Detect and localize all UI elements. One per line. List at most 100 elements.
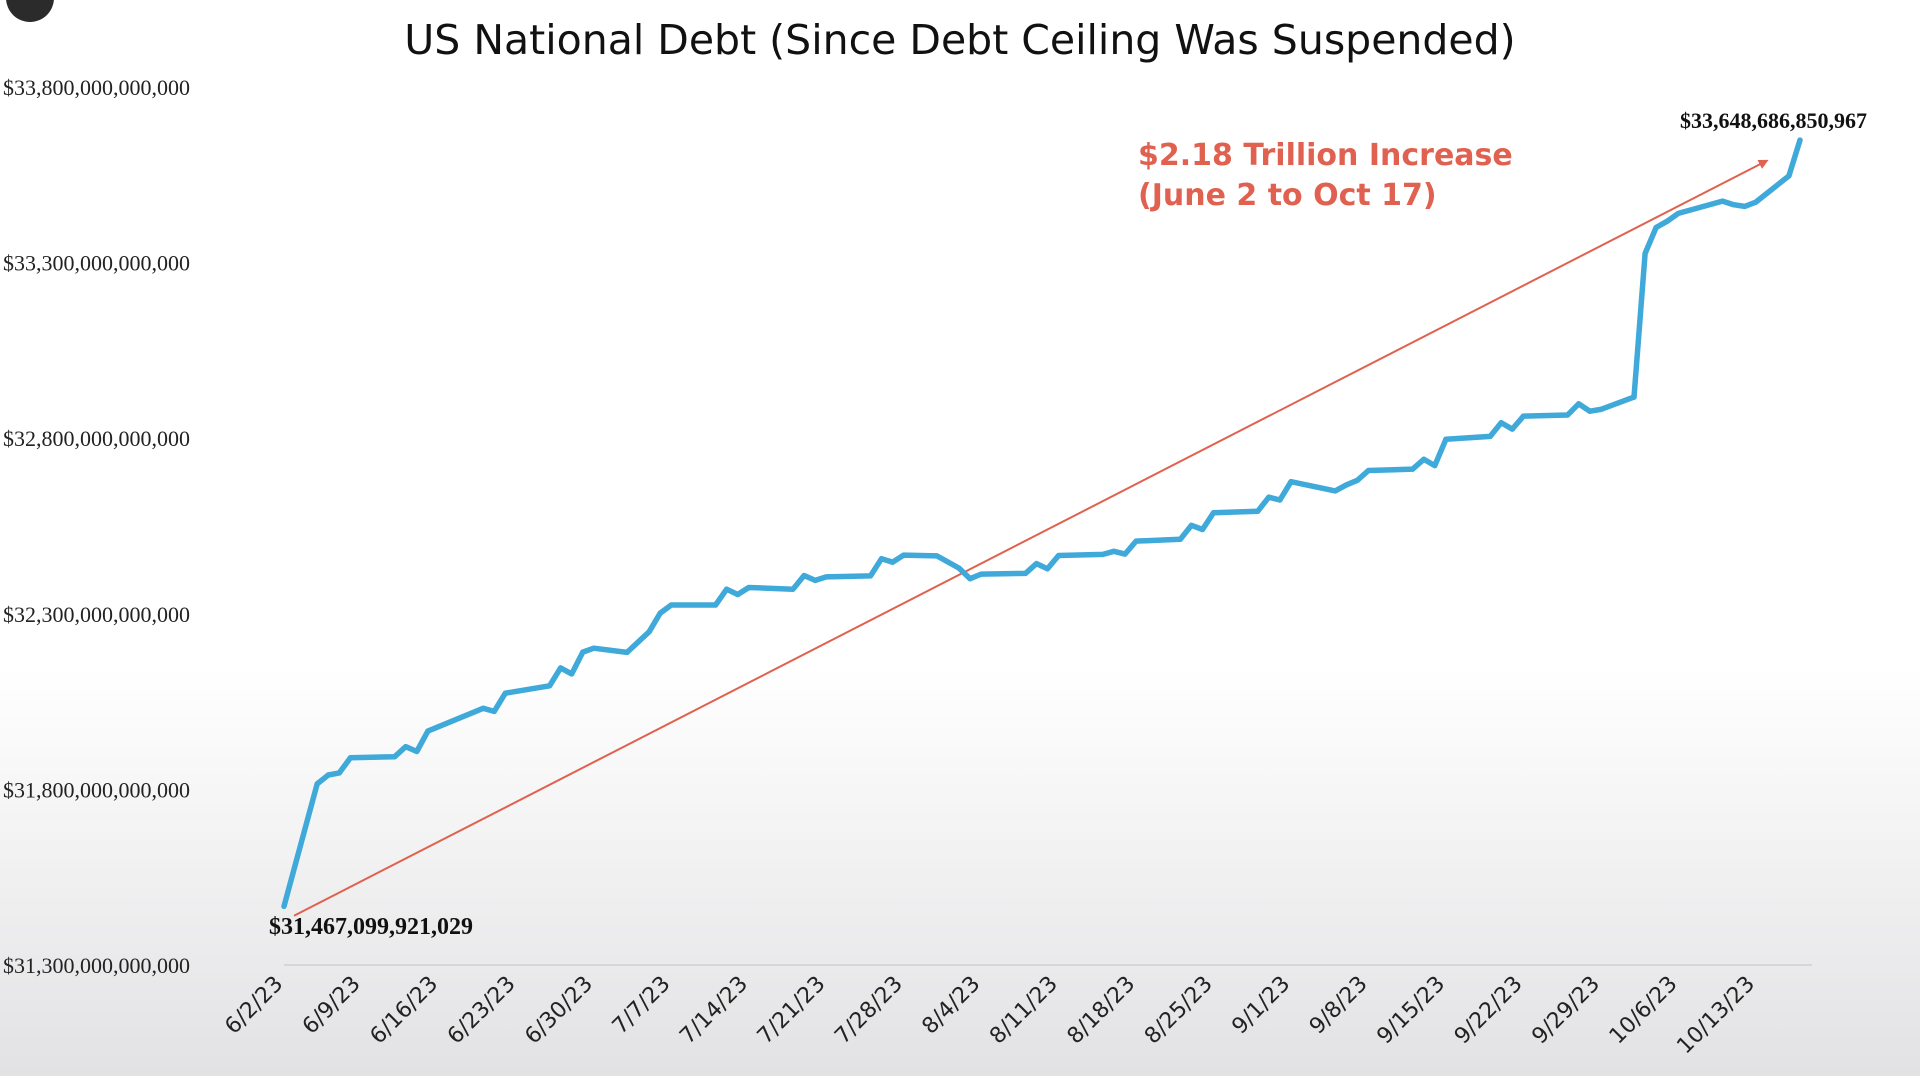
data-point bbox=[790, 586, 796, 592]
data-point bbox=[1033, 560, 1040, 567]
x-tick-label: 7/7/23 bbox=[608, 972, 676, 1040]
data-point bbox=[502, 690, 508, 696]
data-point bbox=[1675, 210, 1681, 217]
y-tick-label: $33,300,000,000,000 bbox=[3, 251, 190, 276]
y-tick-label: $31,300,000,000,000 bbox=[3, 953, 190, 978]
x-tick-label: 10/6/23 bbox=[1605, 972, 1683, 1050]
data-point bbox=[1199, 526, 1206, 533]
data-point bbox=[890, 559, 896, 565]
data-point bbox=[580, 649, 586, 655]
data-point bbox=[558, 665, 564, 671]
data-point bbox=[1786, 173, 1792, 179]
data-point bbox=[546, 683, 553, 689]
data-point bbox=[1133, 538, 1139, 544]
x-tick-label: 9/22/23 bbox=[1450, 972, 1528, 1050]
data-point bbox=[668, 602, 674, 608]
trend-arrow-group bbox=[293, 159, 1769, 917]
debt-series-line bbox=[281, 137, 1803, 910]
x-tick-label: 7/21/23 bbox=[753, 972, 831, 1050]
data-point bbox=[878, 556, 885, 562]
data-point bbox=[867, 573, 874, 579]
data-point bbox=[646, 629, 652, 635]
data-point bbox=[1719, 198, 1726, 204]
y-tick-label: $32,800,000,000,000 bbox=[3, 426, 190, 451]
data-point bbox=[735, 591, 741, 598]
x-tick-label: 9/29/23 bbox=[1527, 972, 1605, 1050]
increase-annotation-line2: (June 2 to Oct 17) bbox=[1138, 178, 1437, 213]
data-point bbox=[414, 748, 420, 755]
x-tick-label: 7/28/23 bbox=[830, 972, 908, 1050]
data-point bbox=[978, 571, 984, 577]
data-point bbox=[1598, 406, 1604, 413]
x-tick-label: 6/2/23 bbox=[220, 972, 288, 1040]
x-tick-label: 9/1/23 bbox=[1227, 972, 1295, 1040]
data-point bbox=[569, 671, 575, 677]
x-tick-label: 9/8/23 bbox=[1305, 972, 1373, 1040]
increase-annotation: $2.18 Trillion Increase (June 2 to Oct 1… bbox=[1138, 136, 1513, 216]
data-point bbox=[425, 728, 431, 734]
data-point bbox=[1188, 522, 1194, 528]
data-point bbox=[1797, 137, 1803, 143]
data-point bbox=[480, 705, 486, 711]
x-tick-label: 8/4/23 bbox=[918, 972, 986, 1040]
data-point bbox=[746, 584, 752, 591]
increase-annotation-line1: $2.18 Trillion Increase bbox=[1138, 138, 1513, 173]
data-point bbox=[347, 755, 353, 761]
x-tick-label: 6/23/23 bbox=[443, 972, 521, 1050]
data-point bbox=[956, 565, 962, 571]
data-point bbox=[1343, 482, 1349, 488]
data-point bbox=[1642, 250, 1648, 257]
data-point bbox=[1266, 494, 1272, 500]
series-group bbox=[281, 137, 1803, 910]
data-point bbox=[1277, 497, 1283, 503]
data-point bbox=[967, 576, 973, 582]
y-tick-label: $31,800,000,000,000 bbox=[3, 777, 190, 802]
x-tick-label: 7/14/23 bbox=[675, 972, 753, 1050]
y-axis: $31,300,000,000,000 $31,800,000,000,000 $3… bbox=[3, 75, 190, 978]
chart-title: US National Debt (Since Debt Ceiling Was… bbox=[404, 16, 1516, 64]
data-point bbox=[1122, 551, 1128, 557]
data-point bbox=[1365, 467, 1372, 474]
data-point bbox=[314, 781, 320, 787]
x-tick-label: 6/16/23 bbox=[366, 972, 444, 1050]
end-value-label: $33,648,686,850,967 bbox=[1680, 108, 1867, 133]
data-point bbox=[1565, 412, 1571, 418]
x-tick-label: 8/11/23 bbox=[985, 972, 1063, 1050]
data-point bbox=[801, 572, 807, 579]
data-point bbox=[1044, 566, 1051, 572]
data-point bbox=[1432, 462, 1438, 469]
data-point bbox=[1177, 536, 1183, 542]
data-point bbox=[1210, 510, 1217, 516]
data-point bbox=[1520, 413, 1526, 419]
x-tick-label: 6/30/23 bbox=[520, 972, 598, 1050]
data-point bbox=[1653, 224, 1659, 231]
trend-arrow bbox=[293, 159, 1769, 917]
data-point bbox=[1354, 477, 1360, 483]
data-point bbox=[1443, 436, 1449, 442]
data-point bbox=[1421, 456, 1427, 462]
data-point bbox=[1288, 479, 1294, 485]
x-tick-label: 8/25/23 bbox=[1140, 972, 1218, 1050]
data-point bbox=[403, 743, 409, 750]
data-point bbox=[812, 577, 818, 584]
data-point bbox=[491, 708, 497, 715]
data-point bbox=[1576, 401, 1582, 407]
data-point bbox=[1410, 466, 1416, 472]
corner-avatar-icon bbox=[6, 0, 54, 22]
data-point bbox=[336, 770, 342, 776]
data-point bbox=[1498, 420, 1504, 426]
data-point bbox=[1487, 433, 1493, 440]
data-point bbox=[281, 903, 287, 909]
data-point bbox=[1509, 426, 1515, 432]
data-point bbox=[591, 645, 597, 651]
data-point bbox=[901, 552, 907, 558]
data-point bbox=[1255, 508, 1261, 514]
data-point bbox=[1753, 199, 1759, 205]
data-point bbox=[823, 574, 829, 580]
data-point bbox=[1332, 488, 1338, 494]
data-point bbox=[1055, 552, 1062, 559]
data-point bbox=[624, 649, 630, 656]
start-value-label: $31,467,099,921,029 bbox=[269, 914, 473, 940]
data-point bbox=[1631, 394, 1637, 400]
